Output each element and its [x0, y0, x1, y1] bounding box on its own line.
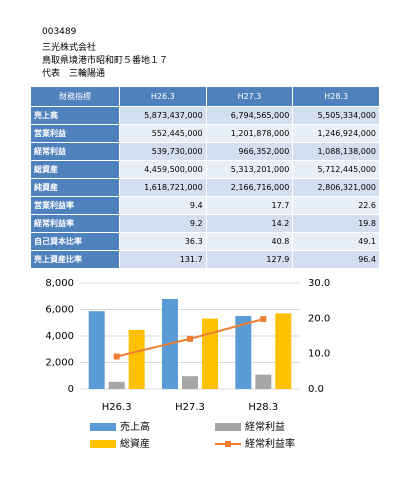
column-header: 財務指標	[30, 86, 120, 107]
cell: 17.7	[205, 196, 294, 215]
y-tick-label: 4,000	[45, 331, 74, 342]
legend-label: 経常利益率	[245, 437, 295, 450]
bar	[235, 316, 252, 389]
cell: 5,313,201,000	[205, 160, 294, 179]
cell: 5,505,334,000	[292, 106, 380, 125]
cell: 5,712,445,000	[292, 160, 380, 179]
column-header: H28.3	[292, 86, 380, 107]
cell: 966,352,000	[205, 142, 294, 161]
legend-swatch	[90, 423, 116, 431]
cell: 131.7	[119, 250, 207, 269]
table-row: 純資産 1,618,721,000 2,166,716,000 2,806,321,0…	[30, 178, 380, 197]
row-label: 営業利益	[30, 124, 120, 143]
table-row: 経常利益率 9.2 14.2 19.8	[30, 214, 380, 233]
cell: 1,088,138,000	[292, 142, 380, 161]
cell: 5,873,437,000	[119, 106, 207, 125]
cell: 2,166,716,000	[205, 178, 294, 197]
bar	[202, 318, 218, 389]
bar	[88, 311, 105, 389]
row-label: 自己資本比率	[30, 232, 120, 251]
cell: 49.1	[292, 232, 380, 251]
column-header: H27.3	[205, 86, 294, 107]
financial-table: 財務指標 H26.3 H27.3 H28.3 売上高 5,873,437,000 6,794…	[30, 86, 380, 269]
cell: 1,246,924,000	[292, 124, 380, 143]
y-tick-label: 2,000	[45, 358, 74, 369]
table-row: 総資産 4,459,500,000 5,313,201,000 5,712,445,0…	[30, 160, 380, 179]
table-row: 自己資本比率 36.3 40.8 49.1	[30, 232, 380, 251]
cell: 36.3	[119, 232, 207, 251]
header-row: 財務指標 H26.3 H27.3 H28.3	[30, 86, 380, 107]
row-label: 経常利益	[30, 142, 120, 161]
bar	[275, 313, 292, 389]
y-tick-label: 0	[68, 384, 74, 395]
x-tick-label: H26.3	[102, 402, 132, 413]
code: 003489	[42, 27, 77, 37]
x-tick-label: H28.3	[248, 402, 278, 413]
row-label: 売上高	[30, 106, 120, 125]
bar	[128, 329, 145, 389]
table-row: 売上資産比率 131.7 127.9 96.4	[30, 250, 380, 269]
legend-label: 総資産	[120, 437, 150, 450]
cell: 1,618,721,000	[119, 178, 207, 197]
bar	[108, 381, 125, 389]
bar	[255, 374, 272, 389]
x-tick-label: H27.3	[175, 402, 205, 413]
table-row: 営業利益 552,445,000 1,201,878,000 1,246,924,00…	[30, 124, 380, 143]
line-marker	[260, 316, 267, 323]
row-label: 売上資産比率	[30, 250, 120, 269]
cell: 14.2	[205, 214, 294, 233]
cell: 22.6	[292, 196, 380, 215]
cell: 6,794,565,000	[205, 106, 294, 125]
cell: 9.4	[119, 196, 207, 215]
y2-tick-label: 0.0	[308, 384, 324, 395]
y2-tick-label: 30.0	[308, 278, 330, 289]
cell: 4,459,500,000	[119, 160, 207, 179]
row-label: 経常利益率	[30, 214, 120, 233]
representative: 代表 三輪陽通	[42, 69, 106, 79]
chart: 0 2,000 4,000 6,000 8,000 0.0 10.0 20.0 30.0 H26.…	[45, 278, 330, 450]
legend-marker	[225, 441, 231, 447]
y2-tick-label: 10.0	[308, 349, 330, 360]
line-marker	[187, 335, 193, 342]
y2-tick-label: 20.0	[308, 313, 330, 324]
legend-swatch	[215, 423, 241, 431]
address: 鳥取県境港市昭和町５番地１７	[42, 56, 169, 66]
cell: 9.2	[119, 214, 207, 233]
table-row: 経常利益 539,730,000 966,352,000 1,088,138,000	[30, 142, 380, 161]
legend-swatch	[90, 440, 116, 448]
row-label: 営業利益率	[30, 196, 120, 215]
table-row: 売上高 5,873,437,000 6,794,565,000 5,505,334,0…	[30, 106, 380, 125]
cell: 96.4	[292, 250, 380, 269]
cell: 552,445,000	[119, 124, 207, 143]
cell: 127.9	[205, 250, 294, 269]
cell: 1,201,878,000	[205, 124, 294, 143]
cell: 2,806,321,000	[292, 178, 380, 197]
cell: 19.8	[292, 214, 380, 233]
line-marker	[113, 353, 120, 360]
legend-label: 売上高	[120, 420, 150, 433]
row-label: 総資産	[30, 160, 120, 179]
row-label: 純資産	[30, 178, 120, 197]
cell: 539,730,000	[119, 142, 207, 161]
table-row: 営業利益率 9.4 17.7 22.6	[30, 196, 380, 215]
cell: 40.8	[205, 232, 294, 251]
bar	[182, 376, 198, 389]
column-header: H26.3	[119, 86, 207, 107]
legend-label: 経常利益	[245, 420, 285, 433]
y-tick-label: 6,000	[45, 305, 74, 316]
y-tick-label: 8,000	[45, 278, 74, 289]
company: 三光株式会社	[42, 43, 97, 53]
